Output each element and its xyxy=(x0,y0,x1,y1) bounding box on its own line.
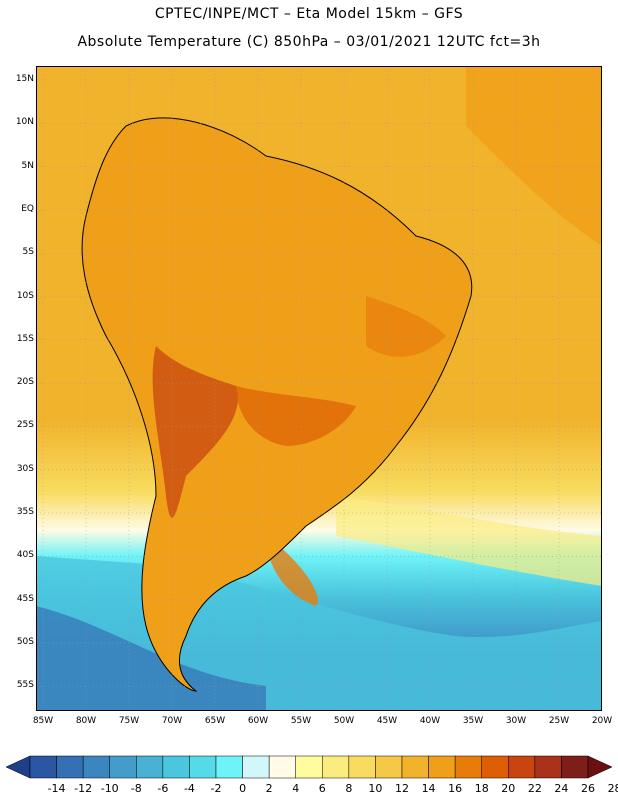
map-frame xyxy=(36,66,602,711)
colorbar-swatch xyxy=(56,755,84,779)
colorbar-label: -2 xyxy=(210,782,222,795)
interior-warm-zone xyxy=(236,386,356,446)
lat-tick-label: 15N xyxy=(15,74,34,84)
lat-tick-label: 25S xyxy=(16,420,34,431)
colorbar-label: 12 xyxy=(395,782,409,795)
colorbar-label: 18 xyxy=(474,782,489,795)
lat-tick-label: 35S xyxy=(16,507,34,517)
colorbar-swatch xyxy=(534,755,562,779)
lat-tick-label: 50S xyxy=(16,636,34,647)
colorbar-label: 10 xyxy=(368,782,383,795)
colorbar-label: 2 xyxy=(265,782,273,795)
lon-tick-label: 80W xyxy=(75,716,97,726)
colorbar-arrow-low xyxy=(5,755,31,779)
map-title: CPTEC/INPE/MCT – Eta Model 15km – GFS xyxy=(154,6,464,22)
lat-tick-label: 55S xyxy=(16,680,34,691)
colorbar-label: 4 xyxy=(292,782,300,795)
colorbar-label: 26 xyxy=(581,782,595,795)
colorbar-label: 16 xyxy=(448,782,463,795)
colorbar-label: 24 xyxy=(554,782,569,795)
colorbar-label: -4 xyxy=(183,782,195,795)
colorbar-arrow-high xyxy=(587,755,613,779)
lon-tick-label: 40W xyxy=(419,716,441,726)
colorbar-swatch xyxy=(295,755,323,779)
lat-tick-label: 15S xyxy=(16,333,34,344)
lon-tick-label: 70W xyxy=(161,716,183,726)
colorbar-label: -14 xyxy=(47,782,66,795)
colorbar-swatch xyxy=(268,755,296,779)
lon-tick-label: 35W xyxy=(462,716,484,726)
cold-core xyxy=(36,606,266,711)
colorbar-label: 8 xyxy=(345,782,353,795)
colorbar-label: -10 xyxy=(100,782,119,795)
colorbar-label: -8 xyxy=(130,782,142,795)
lon-tick-label: 45W xyxy=(376,716,398,726)
lat-tick-label: EQ xyxy=(21,203,34,214)
colorbar-label: 20 xyxy=(501,782,516,795)
colorbar-swatch xyxy=(136,755,164,779)
lon-tick-label: 60W xyxy=(247,716,269,726)
lon-tick-label: 50W xyxy=(333,716,355,726)
andes-warm-zone xyxy=(152,346,238,518)
colorbar-swatch xyxy=(481,755,509,779)
lon-tick-label: 20W xyxy=(591,716,613,726)
cool-ocean-band xyxy=(336,496,602,586)
colorbar-swatch xyxy=(428,755,456,779)
lat-tick-label: 5N xyxy=(21,160,34,171)
colorbar-swatch xyxy=(242,755,270,779)
lat-tick-label: 20S xyxy=(16,377,34,388)
lon-tick-label: 55W xyxy=(290,716,312,726)
northeast-warm-zone xyxy=(366,296,446,357)
lat-tick-label: 10S xyxy=(16,290,34,301)
map-subtitle: Absolute Temperature (C) 850hPa – 03/01/… xyxy=(77,34,541,50)
temperature-map xyxy=(36,66,602,711)
colorbar-label: -12 xyxy=(74,782,93,795)
colorbar-swatch xyxy=(561,755,589,779)
lat-tick-label: 5S xyxy=(22,247,34,258)
colorbar-swatch xyxy=(322,755,350,779)
lat-tick-label: 40S xyxy=(16,550,34,561)
colorbar-swatch xyxy=(215,755,243,779)
colorbar-label: 14 xyxy=(421,782,436,795)
colorbar-label: -6 xyxy=(157,782,169,795)
colorbar-label: 22 xyxy=(527,782,542,795)
colorbar-swatch xyxy=(162,755,190,779)
colorbar-swatch xyxy=(109,755,137,779)
warm-ocean-ne xyxy=(466,66,602,246)
lat-tick-label: 30S xyxy=(16,463,34,474)
lon-tick-label: 75W xyxy=(118,716,140,726)
colorbar-swatch xyxy=(401,755,429,779)
colorbar-swatch xyxy=(189,755,217,779)
warm-ocean-patch xyxy=(266,536,318,606)
colorbar-swatch xyxy=(375,755,403,779)
lon-tick-label: 25W xyxy=(548,716,570,726)
lon-tick-label: 30W xyxy=(505,716,527,726)
colorbar-swatch xyxy=(29,755,57,779)
colorbar-swatch xyxy=(82,755,110,779)
lon-tick-label: 65W xyxy=(204,716,226,726)
colorbar xyxy=(5,755,613,779)
colorbar-label: 28 xyxy=(607,782,618,795)
colorbar-swatch xyxy=(508,755,536,779)
lat-tick-label: 45S xyxy=(16,593,34,604)
colorbar-swatch xyxy=(348,755,376,779)
colorbar-swatch xyxy=(454,755,482,779)
colorbar-label: 6 xyxy=(318,782,326,795)
lat-tick-label: 10N xyxy=(15,117,34,128)
lon-tick-label: 85W xyxy=(32,716,54,726)
colorbar-label: 0 xyxy=(239,782,247,795)
